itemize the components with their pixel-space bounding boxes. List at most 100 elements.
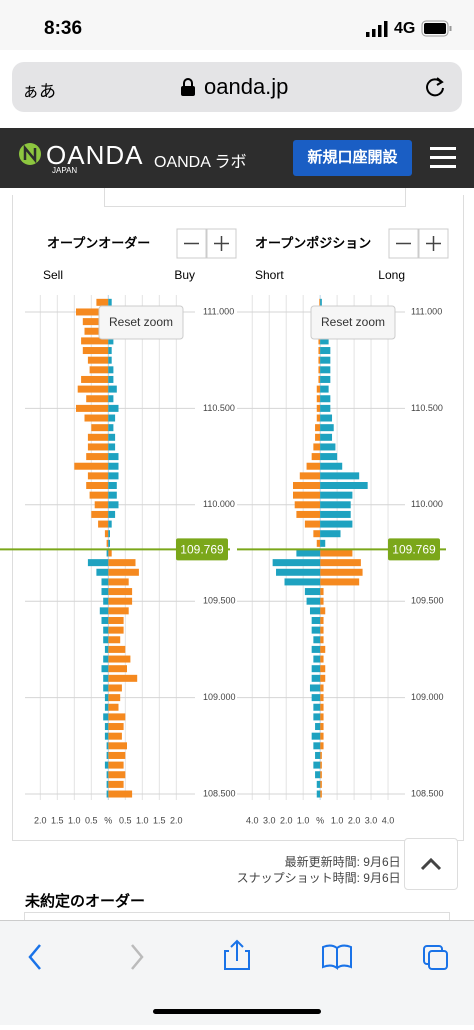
bar bbox=[320, 347, 331, 355]
bar bbox=[316, 404, 321, 412]
bar bbox=[101, 588, 109, 596]
bar bbox=[313, 742, 321, 750]
logo-sub: JAPAN bbox=[52, 166, 78, 175]
y-tick-label: 109.500 bbox=[411, 596, 444, 606]
bar bbox=[81, 337, 109, 345]
bar bbox=[320, 462, 343, 470]
bar bbox=[108, 491, 117, 499]
reset-zoom-button[interactable] bbox=[310, 305, 396, 340]
bar bbox=[108, 665, 127, 673]
bar bbox=[316, 385, 321, 393]
bar bbox=[320, 588, 324, 596]
bar bbox=[320, 674, 326, 682]
bar bbox=[108, 347, 112, 355]
bar bbox=[306, 597, 321, 605]
menu-button[interactable] bbox=[430, 147, 456, 169]
site-header: OANDA JAPAN OANDA ラボ 新規口座開設 bbox=[0, 128, 474, 188]
bar bbox=[108, 375, 114, 383]
bar bbox=[108, 539, 110, 547]
open-account-button[interactable]: 新規口座開設 bbox=[293, 140, 412, 176]
x-tick-label: 1.0 bbox=[297, 815, 310, 825]
bar bbox=[86, 453, 109, 461]
current-price-box bbox=[388, 538, 440, 561]
battery-icon bbox=[421, 20, 452, 37]
bar bbox=[320, 375, 331, 383]
bar bbox=[313, 761, 321, 769]
bar bbox=[311, 453, 321, 461]
bar bbox=[108, 626, 124, 634]
bar bbox=[86, 482, 109, 490]
bar bbox=[108, 395, 114, 403]
bar bbox=[84, 414, 109, 422]
bar bbox=[108, 404, 119, 412]
bar bbox=[320, 636, 324, 644]
bar bbox=[108, 732, 122, 740]
bar bbox=[315, 751, 321, 759]
bar bbox=[87, 433, 109, 441]
bar bbox=[82, 318, 109, 326]
reload-button[interactable] bbox=[424, 76, 446, 98]
bar bbox=[94, 501, 109, 509]
bar bbox=[320, 356, 331, 364]
bar bbox=[293, 491, 321, 499]
bar bbox=[315, 433, 321, 441]
y-tick-label: 110.500 bbox=[411, 403, 443, 413]
x-tick-label: 2.0 bbox=[280, 815, 293, 825]
bar bbox=[84, 327, 109, 335]
x-tick-label: 1.5 bbox=[51, 815, 64, 825]
y-tick-label: 111.000 bbox=[411, 306, 442, 316]
reset-zoom-button[interactable] bbox=[98, 305, 184, 340]
forward-button[interactable] bbox=[131, 944, 144, 970]
bar bbox=[86, 395, 109, 403]
bar bbox=[318, 337, 321, 345]
url-bar[interactable]: ぁあ oanda.jp bbox=[12, 62, 462, 112]
logo[interactable]: OANDA bbox=[46, 140, 144, 170]
bar bbox=[103, 636, 109, 644]
bar bbox=[318, 356, 321, 364]
bar bbox=[104, 732, 109, 740]
bar bbox=[99, 607, 109, 615]
bar bbox=[108, 761, 124, 769]
network: 4G bbox=[394, 20, 416, 37]
bar bbox=[316, 414, 321, 422]
x-tick-label: 4.0 bbox=[246, 815, 259, 825]
bar bbox=[108, 366, 114, 374]
signal-icon bbox=[366, 21, 388, 37]
bar bbox=[320, 530, 341, 538]
bar bbox=[108, 771, 126, 779]
bar bbox=[103, 713, 109, 721]
bar bbox=[106, 549, 109, 557]
bar bbox=[313, 713, 321, 721]
scroll-top-button[interactable] bbox=[404, 838, 458, 890]
share-button[interactable] bbox=[224, 939, 250, 970]
bar bbox=[313, 636, 321, 644]
bar bbox=[320, 751, 322, 759]
lab-link[interactable]: OANDA ラボ bbox=[154, 154, 247, 171]
bar bbox=[108, 790, 133, 798]
tabs-button[interactable] bbox=[423, 945, 448, 970]
tab-remnant bbox=[104, 188, 406, 207]
bar bbox=[91, 424, 109, 432]
x-tick-label: 2.0 bbox=[170, 815, 183, 825]
back-button[interactable] bbox=[28, 944, 41, 970]
bar bbox=[311, 665, 321, 673]
bookmarks-button[interactable] bbox=[322, 944, 352, 970]
bar bbox=[108, 549, 112, 557]
charts: オープンオーダー Sell Buy 2.0 1.5 1.0 0.5% 0.5 1.0 1.5 2.0… bbox=[0, 228, 449, 825]
bar bbox=[96, 298, 109, 306]
bar bbox=[108, 703, 119, 711]
bar bbox=[272, 559, 321, 567]
text-size-button[interactable]: ぁあ bbox=[22, 82, 56, 101]
y-tick-label: 108.500 bbox=[411, 788, 444, 798]
bar bbox=[320, 790, 322, 798]
reset-zoom-label: Reset zoom bbox=[321, 315, 385, 329]
bar bbox=[311, 616, 321, 624]
bar bbox=[89, 491, 109, 499]
section-box bbox=[24, 912, 450, 921]
bar bbox=[320, 395, 331, 403]
current-price-box bbox=[176, 538, 228, 561]
bar bbox=[320, 482, 368, 490]
bar bbox=[320, 520, 353, 528]
bar bbox=[320, 694, 324, 702]
bar bbox=[108, 713, 126, 721]
